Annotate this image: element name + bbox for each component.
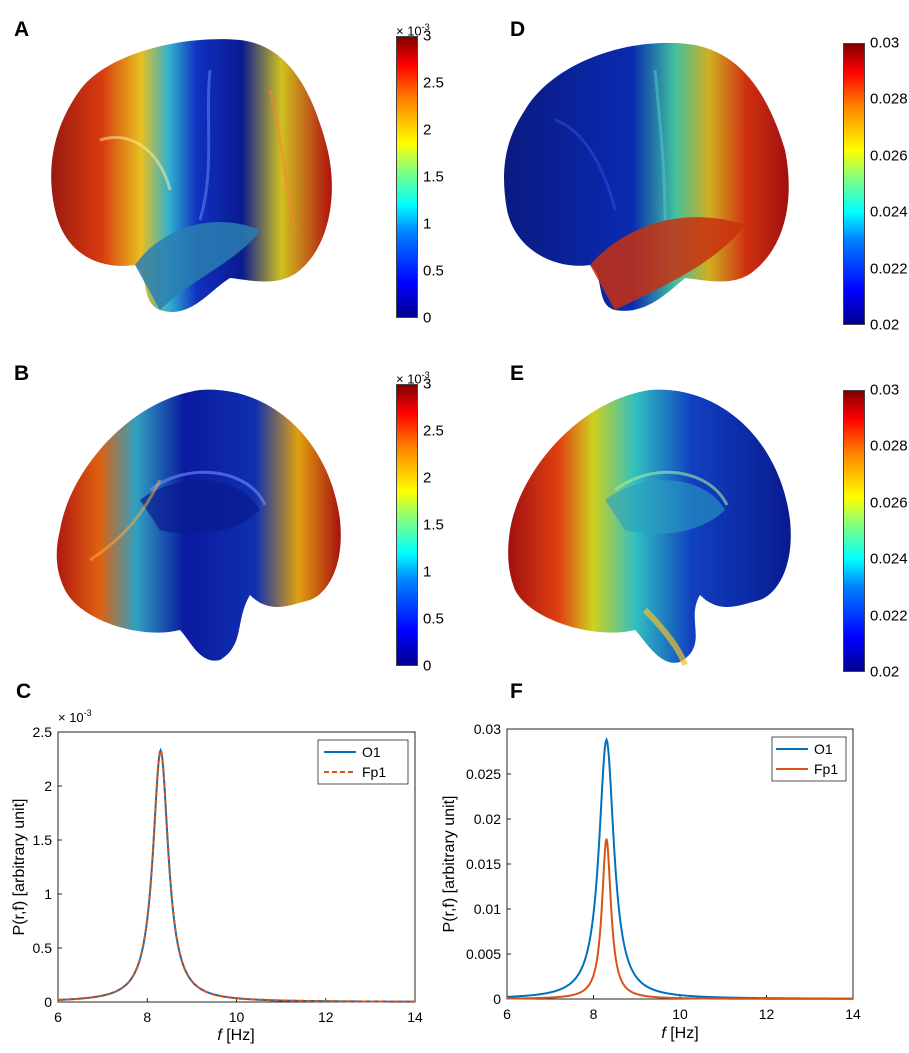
y-tick-label: 0: [493, 991, 501, 1007]
colorbar-a-tick: 2.5: [423, 74, 444, 92]
chart-c-series-group: [57, 747, 415, 1003]
chart-c-xlabel: f [Hz]: [217, 1027, 254, 1044]
colorbar-a-tick: 0: [423, 309, 432, 327]
colorbar-a: × 10-3 3 2.5 2 1.5 1 0.5 0: [396, 22, 476, 327]
chart-f-ylabel: P(r,f) [arbitrary unit]: [441, 796, 458, 933]
y-tick-label: 1.5: [33, 832, 53, 848]
x-tick-label: 14: [407, 1009, 423, 1025]
colorbar-b: × 10-3 3 2.5 2 1.5 1 0.5 0: [396, 370, 476, 675]
series-line-fp1: [57, 747, 415, 1003]
chart-f-xticks: 6 8 10 12 14: [503, 995, 861, 1022]
chart-c-ylabel: P(r,f) [arbitrary unit]: [11, 799, 28, 936]
chart-f-legend-fp1: Fp1: [814, 761, 838, 777]
colorbar-a-tick: 3: [423, 27, 432, 45]
x-tick-label: 14: [845, 1006, 861, 1022]
chart-f-series-group: [506, 736, 853, 1000]
y-tick-label: 0.005: [466, 946, 501, 962]
colorbar-b-tick: 3: [423, 375, 432, 393]
chart-f: 0 0.005 0.01 0.015 0.02 0.025 0.03 6 8 10 12 14 f …: [441, 721, 861, 1042]
y-tick-label: 2.5: [33, 724, 53, 740]
colorbar-e: 0.03 0.028 0.026 0.024 0.022 0.02: [843, 382, 909, 681]
x-tick-label: 8: [143, 1009, 151, 1025]
colorbar-d-tick: 0.024: [870, 203, 908, 221]
brain-map-b: [56, 389, 341, 661]
x-tick-label: 6: [54, 1009, 62, 1025]
colorbar-a-multiplier: × 10-3: [396, 22, 430, 39]
chart-c-xticks: 6 8 10 12 14: [54, 998, 423, 1025]
chart-c-legend-box: [317, 739, 409, 785]
y-tick-label: 0.01: [474, 901, 501, 917]
colorbar-b-tick: 2: [423, 469, 432, 487]
y-tick-label: 0: [44, 994, 52, 1010]
colorbar-a-gradient: [396, 36, 418, 318]
y-tick-label: 0.025: [466, 766, 501, 782]
panel-label-b: B: [14, 362, 30, 385]
chart-c-legend-fp1: Fp1: [362, 764, 386, 780]
panel-label-e: E: [510, 362, 525, 385]
x-tick-label: 8: [590, 1006, 598, 1022]
colorbar-d-gradient: [843, 43, 865, 325]
y-tick-label: 0.015: [466, 856, 501, 872]
y-tick-label: 1: [44, 886, 52, 902]
colorbar-b-gradient: [396, 384, 418, 666]
colorbar-d-tick: 0.03: [870, 34, 900, 52]
y-tick-label: 2: [44, 778, 52, 794]
y-tick-label: 0.03: [474, 721, 501, 737]
colorbar-e-tick: 0.02: [870, 663, 900, 681]
chart-c-yticks: 0 0.5 1 1.5 2 2.5: [33, 724, 62, 1010]
y-tick-label: 0.5: [33, 940, 53, 956]
chart-f-yticks: 0 0.005 0.01 0.015 0.02 0.025 0.03: [466, 721, 511, 1007]
y-tick-label: 0.02: [474, 811, 501, 827]
colorbar-b-tick: 0: [423, 657, 432, 675]
colorbar-e-gradient: [843, 390, 865, 672]
colorbar-b-tick: 0.5: [423, 610, 444, 628]
colorbar-b-tick: 1.5: [423, 516, 444, 534]
colorbar-d-tick: 0.026: [870, 147, 908, 165]
colorbar-e-tick: 0.024: [870, 550, 908, 568]
x-tick-label: 6: [503, 1006, 511, 1022]
colorbar-d: 0.03 0.028 0.026 0.024 0.022 0.02: [843, 35, 909, 334]
chart-f-legend-o1: O1: [814, 741, 833, 757]
colorbar-a-tick: 1.5: [423, 168, 444, 186]
panel-label-c: C: [16, 680, 32, 703]
x-tick-label: 12: [759, 1006, 775, 1022]
chart-c-legend: O1 Fp1: [317, 739, 409, 785]
x-tick-label: 10: [229, 1009, 245, 1025]
colorbar-d-tick: 0.028: [870, 90, 908, 108]
chart-c: 0 0.5 1 1.5 2 2.5 6 8 10 12 14 × 10-3 f [Hz] P(r,…: [11, 708, 423, 1044]
chart-c-y-multiplier: × 10-3: [58, 708, 92, 725]
x-tick-label: 12: [318, 1009, 334, 1025]
colorbar-a-tick: 2: [423, 121, 432, 139]
colorbar-b-multiplier: × 10-3: [396, 370, 430, 387]
series-line-fp1: [506, 838, 853, 1000]
chart-f-legend: O1 Fp1: [771, 736, 847, 782]
brain-map-d: [504, 42, 789, 311]
chart-c-legend-o1: O1: [362, 744, 381, 760]
colorbar-e-tick: 0.022: [870, 607, 908, 625]
panel-label-d: D: [510, 18, 526, 41]
chart-f-legend-box: [771, 736, 847, 782]
panel-label-a: A: [14, 18, 30, 41]
brain-map-e: [508, 389, 791, 667]
colorbar-a-tick: 1: [423, 215, 432, 233]
colorbar-e-tick: 0.028: [870, 437, 908, 455]
colorbar-d-tick: 0.022: [870, 260, 908, 278]
colorbar-a-tick: 0.5: [423, 262, 444, 280]
colorbar-e-tick: 0.03: [870, 381, 900, 399]
colorbar-b-tick: 1: [423, 563, 432, 581]
x-tick-label: 10: [672, 1006, 688, 1022]
colorbar-e-tick: 0.026: [870, 494, 908, 512]
chart-f-xlabel: f [Hz]: [661, 1025, 698, 1042]
panel-label-f: F: [510, 680, 523, 703]
colorbar-b-tick: 2.5: [423, 422, 444, 440]
brain-map-a: [51, 39, 332, 313]
colorbar-d-tick: 0.02: [870, 316, 900, 334]
